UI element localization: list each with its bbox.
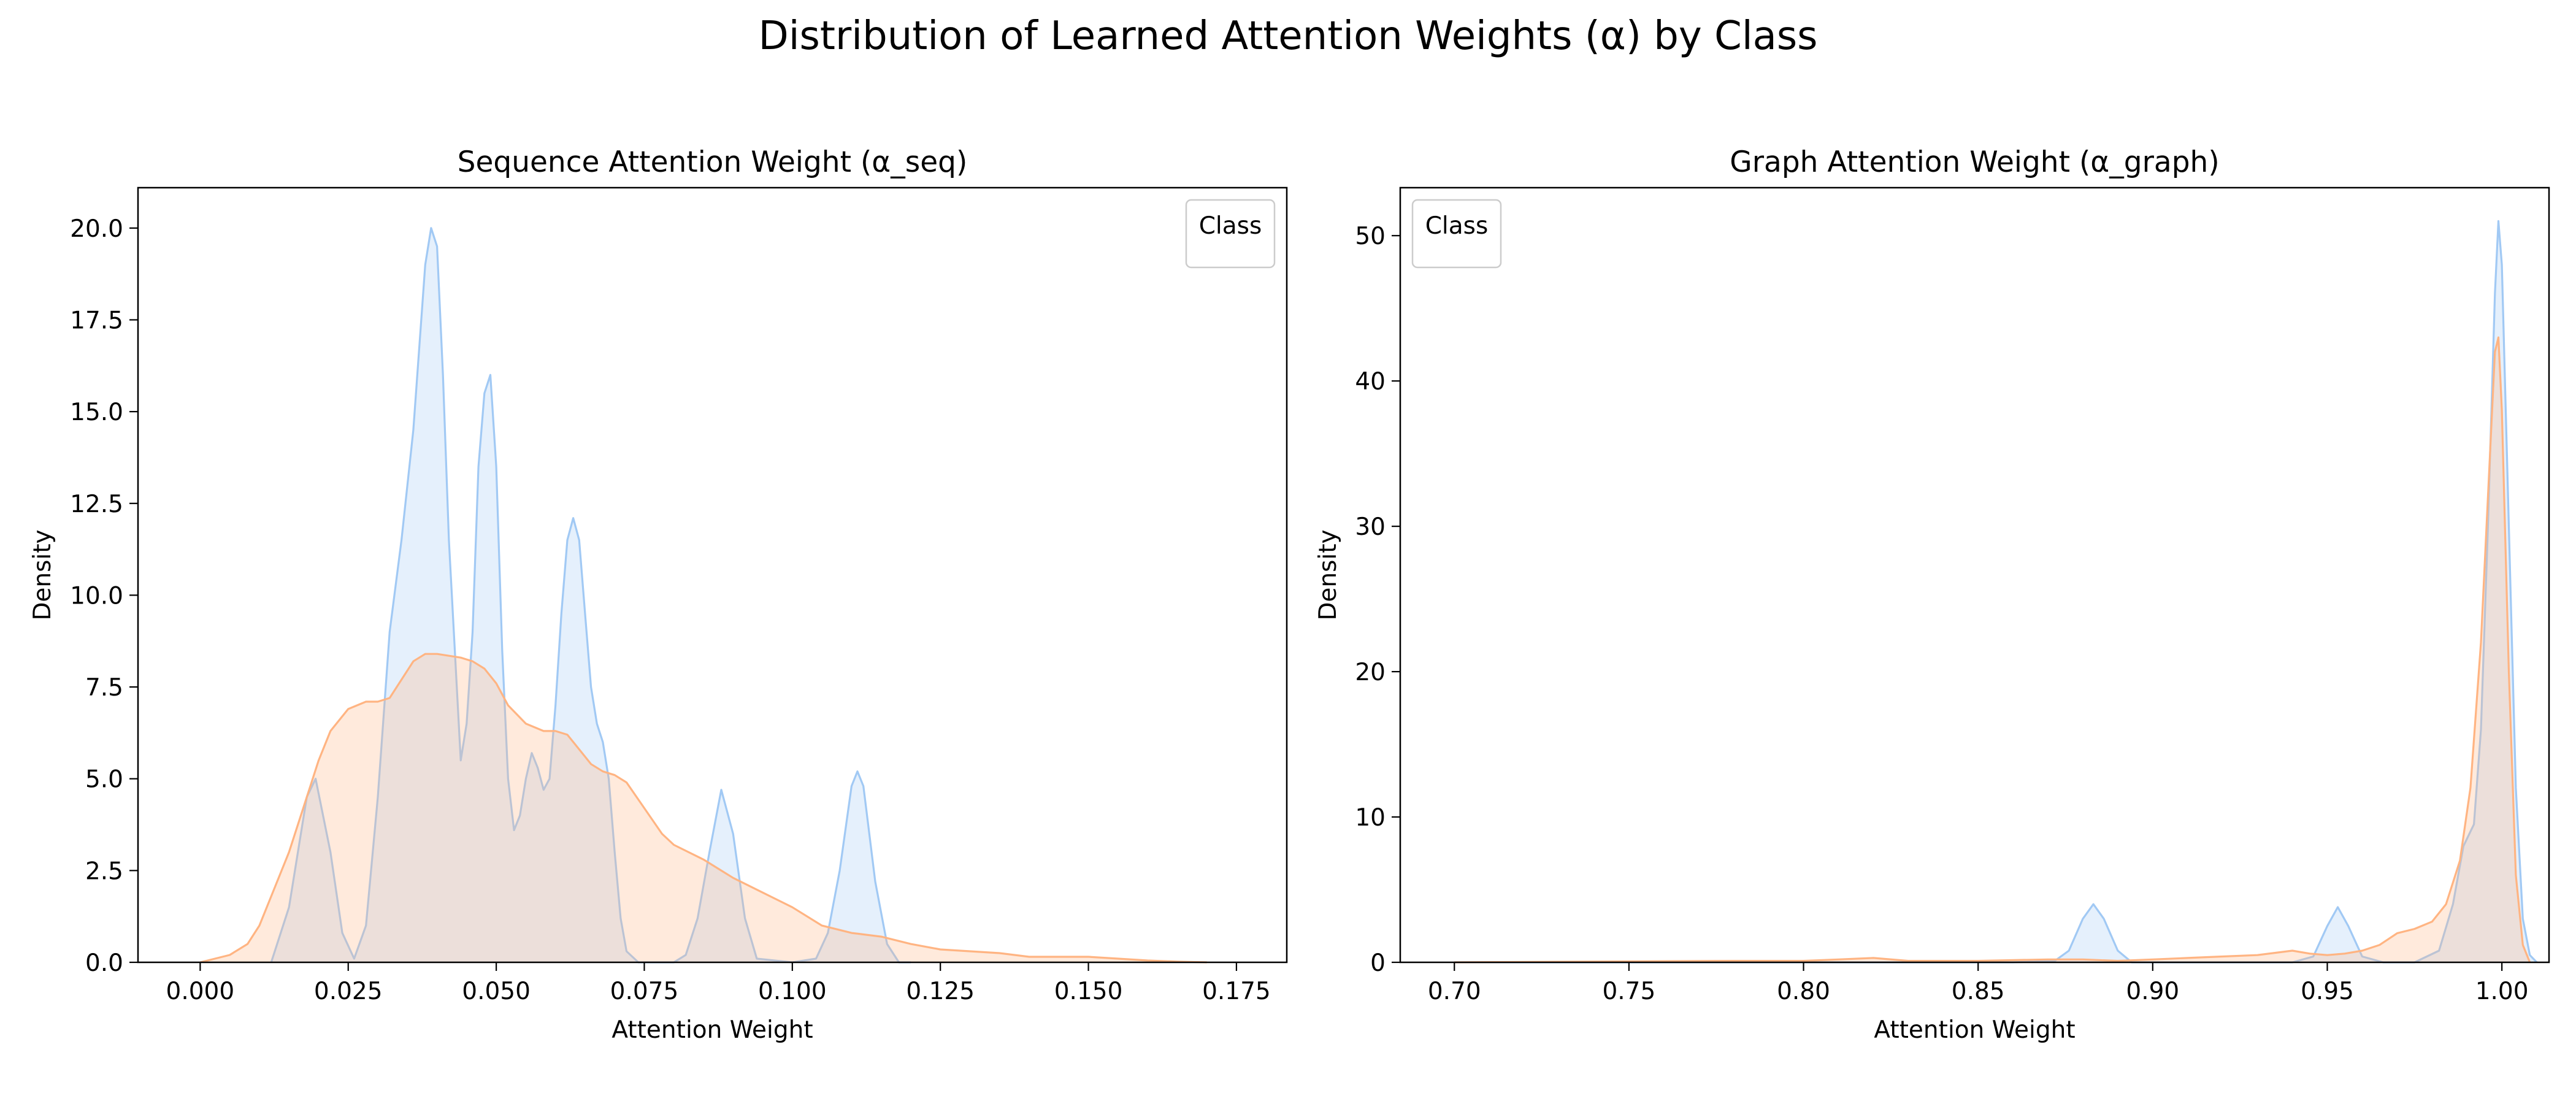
chart2-legend-title: Class xyxy=(1425,212,1489,240)
chart1-xtick-label: 0.175 xyxy=(1202,978,1271,1005)
chart2-series-1-line xyxy=(1454,220,2538,964)
chart1-legend-title: Class xyxy=(1199,212,1262,240)
chart2-xtick-label: 0.70 xyxy=(1428,978,1481,1005)
chart1-ytick-label: 2.5 xyxy=(85,857,123,885)
chart2-ylabel: Density xyxy=(1314,529,1342,620)
chart1-ytick-label: 15.0 xyxy=(70,399,123,426)
chart1-title: Sequence Attention Weight (α_seq) xyxy=(458,145,968,179)
chart1-xtick-label: 0.075 xyxy=(610,978,679,1005)
chart1-ytick-label: 5.0 xyxy=(85,766,123,794)
chart1-ytick-label: 17.5 xyxy=(70,307,123,334)
chart2-ytick-label: 20 xyxy=(1355,659,1386,686)
chart2-series-2-line xyxy=(1454,336,2531,964)
chart1-xtick-label: 0.125 xyxy=(906,978,975,1005)
chart2-xtick-label: 0.75 xyxy=(1602,978,1655,1005)
chart1-ytick-label: 0.0 xyxy=(85,949,123,977)
chart1-legend xyxy=(1185,199,1276,269)
chart2-xlabel: Attention Weight xyxy=(1874,1016,2075,1044)
chart1-xtick-label: 0.050 xyxy=(462,978,531,1005)
chart1-ytick-label: 10.0 xyxy=(70,582,123,610)
figure-title: Distribution of Learned Attention Weight… xyxy=(758,13,1818,59)
chart2-title: Graph Attention Weight (α_graph) xyxy=(1730,145,2219,179)
chart1-series-2-area xyxy=(200,654,1207,962)
chart1-xtick-label: 0.025 xyxy=(314,978,383,1005)
chart2-ytick-label: 0 xyxy=(1370,949,1386,977)
chart1-ylabel: Density xyxy=(29,529,56,620)
chart2-xtick-label: 0.85 xyxy=(1952,978,2005,1005)
chart1-ytick-label: 7.5 xyxy=(85,674,123,702)
chart2-ytick-label: 50 xyxy=(1355,223,1386,250)
chart2-series-2-area xyxy=(1454,337,2530,962)
chart1-frame xyxy=(137,186,1288,964)
chart2-ytick-label: 40 xyxy=(1355,368,1386,396)
chart1-series-2-line xyxy=(200,653,1207,964)
chart2-ytick-label: 10 xyxy=(1355,804,1386,832)
chart2-xtick-label: 1.00 xyxy=(2475,978,2529,1005)
chart1-xlabel: Attention Weight xyxy=(611,1016,813,1044)
chart1-ytick-label: 20.0 xyxy=(70,215,123,243)
chart2-ytick-label: 30 xyxy=(1355,513,1386,541)
chart1-series-1-line xyxy=(270,227,911,964)
chart2-frame xyxy=(1399,186,2550,964)
chart1-series-1-area xyxy=(271,228,911,962)
chart2-xtick-label: 0.80 xyxy=(1777,978,1830,1005)
chart1-xtick-label: 0.000 xyxy=(166,978,235,1005)
chart2-legend xyxy=(1411,199,1502,269)
chart2-xtick-label: 0.95 xyxy=(2301,978,2354,1005)
chart2-series-1-area xyxy=(1454,221,2537,962)
chart1-xtick-label: 0.150 xyxy=(1054,978,1123,1005)
chart1-ytick-label: 12.5 xyxy=(70,491,123,518)
chart1-xtick-label: 0.100 xyxy=(758,978,827,1005)
chart2-xtick-label: 0.90 xyxy=(2126,978,2179,1005)
